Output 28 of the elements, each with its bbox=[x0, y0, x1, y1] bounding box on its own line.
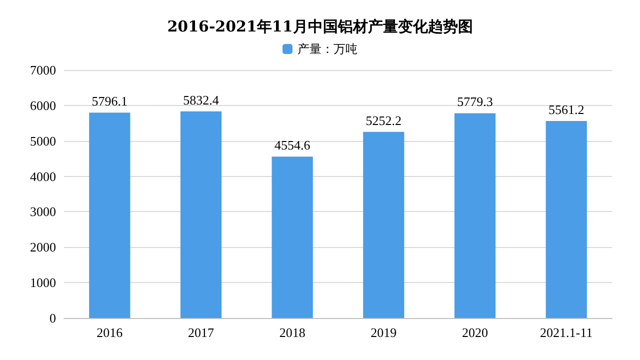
bar bbox=[546, 120, 587, 318]
x-tick-label: 2019 bbox=[370, 325, 397, 340]
y-tick-label: 7000 bbox=[30, 62, 56, 78]
data-label: 5832.4 bbox=[183, 92, 220, 108]
data-label: 5779.3 bbox=[457, 94, 493, 110]
bar bbox=[454, 113, 496, 318]
bar bbox=[272, 156, 313, 318]
y-tick-label: 6000 bbox=[30, 98, 56, 113]
data-label: 4554.6 bbox=[274, 138, 311, 153]
y-tick-label: 2000 bbox=[30, 240, 56, 255]
data-label: 5796.1 bbox=[92, 94, 128, 109]
x-tick-label: 2016 bbox=[96, 325, 124, 340]
x-tick-label: 2020 bbox=[462, 325, 488, 340]
bar bbox=[89, 112, 130, 318]
data-label: 5561.2 bbox=[548, 102, 584, 117]
x-tick-label: 2021.1-11 bbox=[540, 325, 593, 340]
legend-label: 产量：万吨 bbox=[298, 42, 358, 56]
bar bbox=[180, 111, 222, 318]
x-tick-label: 2017 bbox=[188, 325, 214, 340]
x-tick-label: 2018 bbox=[279, 325, 306, 340]
y-tick-label: 1000 bbox=[30, 275, 56, 290]
chart-title: 2016-2021年11月中国铝材产量变化趋势图 bbox=[167, 18, 473, 36]
y-tick-label: 4000 bbox=[30, 168, 56, 184]
y-tick-label: 0 bbox=[50, 310, 56, 326]
bar bbox=[363, 132, 404, 318]
data-label: 5252.2 bbox=[366, 112, 402, 128]
y-tick-label: 3000 bbox=[30, 204, 56, 220]
y-tick-label: 5000 bbox=[30, 133, 56, 148]
